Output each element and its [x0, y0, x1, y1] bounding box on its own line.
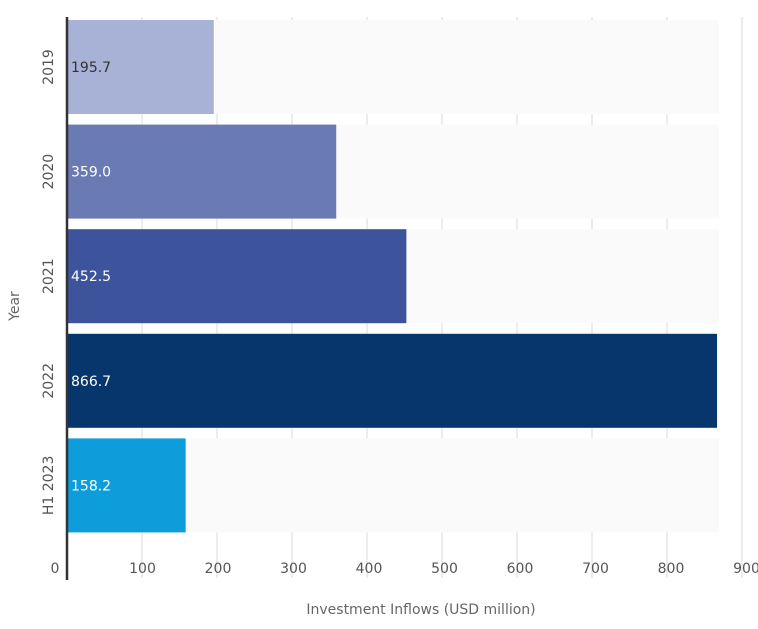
x-tick-label: 800: [658, 561, 685, 577]
x-tick-label: 600: [507, 561, 534, 577]
x-tick-label: 400: [356, 561, 383, 577]
y-axis-category-labels: 2019 2020 2021 2022 H1 2023: [41, 49, 57, 515]
bar: [67, 438, 186, 533]
bar-value-label: 195.7: [71, 60, 111, 76]
category-label: 2019: [41, 49, 57, 85]
category-label: 2022: [41, 363, 57, 399]
category-label: 2021: [41, 258, 57, 294]
bar: [67, 333, 718, 428]
bars: [67, 20, 718, 533]
bar: [67, 124, 337, 219]
bar-value-labels: 195.7 359.0 452.5 866.7 158.2: [71, 60, 111, 494]
bar: [67, 20, 214, 114]
bar-value-label: 158.2: [71, 478, 111, 494]
x-tick-label: 200: [205, 561, 232, 577]
x-tick-label: 0: [51, 561, 60, 577]
x-tick-label: 900: [733, 561, 758, 577]
x-tick-label: 300: [280, 561, 307, 577]
category-label: 2020: [41, 154, 57, 190]
bar-value-label: 866.7: [71, 374, 111, 390]
category-label: H1 2023: [41, 456, 57, 516]
x-axis-tick-labels: 0 100 200 300 400 500 600 700 800 900: [51, 561, 758, 577]
bar-value-label: 359.0: [71, 165, 111, 181]
x-tick-label: 500: [431, 561, 458, 577]
x-tick-label: 100: [129, 561, 156, 577]
x-axis-title: Investment Inflows (USD million): [306, 602, 535, 618]
bar-value-label: 452.5: [71, 269, 111, 285]
x-tick-label: 700: [582, 561, 609, 577]
y-axis-title: Year: [7, 291, 23, 322]
bar: [67, 229, 407, 324]
